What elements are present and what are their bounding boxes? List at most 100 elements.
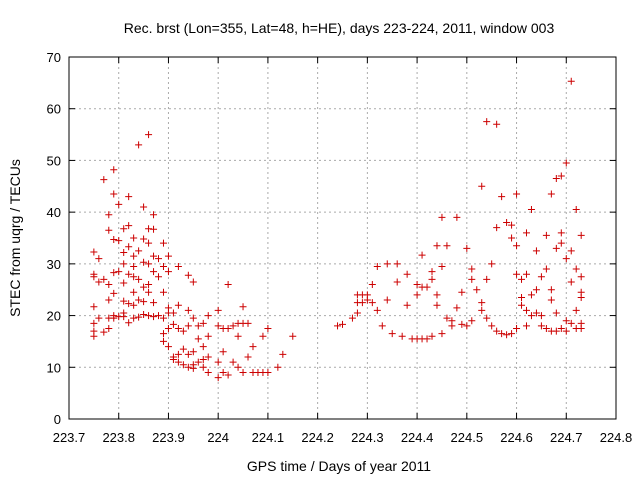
data-point (150, 225, 158, 233)
data-point (105, 226, 113, 234)
data-point (234, 363, 242, 371)
data-point (120, 279, 128, 287)
data-point (125, 193, 133, 201)
data-point (264, 325, 272, 332)
data-point (145, 288, 153, 296)
data-point (498, 193, 506, 201)
data-point (145, 239, 153, 247)
data-point (145, 131, 153, 139)
data-point (518, 301, 526, 309)
data-point (289, 332, 297, 340)
data-point (100, 328, 108, 336)
data-point (189, 348, 197, 356)
data-points (90, 77, 585, 382)
data-point (378, 322, 386, 330)
data-point (120, 260, 128, 268)
data-point (522, 270, 530, 278)
data-point (135, 296, 143, 304)
data-point (110, 269, 118, 277)
x-tick-label: 223.8 (102, 430, 135, 445)
data-point (135, 313, 143, 321)
y-tick-label: 40 (47, 205, 61, 220)
data-point (140, 235, 148, 243)
data-point (189, 278, 197, 286)
y-tick-label: 70 (47, 50, 61, 65)
data-point (503, 218, 511, 226)
data-point (513, 242, 521, 250)
data-point (184, 363, 192, 371)
data-point (184, 350, 192, 358)
data-point (229, 322, 237, 330)
data-point (552, 244, 560, 252)
data-point (453, 304, 461, 312)
data-point (577, 293, 585, 301)
y-tick-label: 10 (47, 360, 61, 375)
data-point (368, 299, 376, 307)
data-point (433, 242, 441, 250)
data-point (547, 190, 555, 198)
data-point (403, 301, 411, 309)
data-point (468, 265, 476, 273)
data-point (239, 303, 247, 311)
data-point (174, 358, 182, 366)
data-point (513, 325, 521, 332)
y-tick-label: 50 (47, 153, 61, 168)
data-point (110, 289, 118, 297)
y-axis-label: STEC from uqrg / TECUs (7, 159, 23, 317)
data-point (115, 200, 123, 208)
data-point (418, 251, 426, 259)
data-point (224, 325, 232, 332)
data-point (473, 286, 481, 294)
data-point (522, 229, 530, 237)
plot-frame (68, 56, 617, 420)
data-point (438, 262, 446, 270)
data-point (135, 275, 143, 283)
x-axis-label: GPS time / Days of year 2011 (247, 458, 431, 474)
x-tick-label: 224 (207, 430, 229, 445)
data-point (100, 275, 108, 283)
data-point (542, 265, 550, 273)
data-point (458, 288, 466, 296)
data-point (140, 203, 148, 211)
data-point (483, 275, 491, 283)
y-tick-label: 30 (47, 257, 61, 272)
data-point (398, 332, 406, 340)
data-point (145, 312, 153, 320)
data-point (572, 306, 580, 314)
data-point (174, 325, 182, 332)
data-point (130, 314, 138, 322)
data-point (572, 265, 580, 273)
x-tick-label: 224.8 (600, 430, 633, 445)
data-point (478, 299, 486, 307)
data-point (90, 273, 98, 281)
data-point (155, 273, 163, 281)
data-point (194, 358, 202, 366)
data-point (542, 325, 550, 332)
data-point (373, 262, 381, 270)
data-point (105, 325, 113, 332)
x-tick-label: 224.1 (252, 430, 285, 445)
data-point (159, 337, 167, 345)
y-tick-label: 0 (54, 412, 61, 427)
data-point (423, 335, 431, 343)
data-point (493, 327, 501, 335)
data-point (125, 222, 133, 230)
x-tick-label: 224.7 (550, 430, 583, 445)
data-point (358, 299, 366, 307)
data-point (522, 322, 530, 330)
data-point (513, 270, 521, 278)
data-point (438, 213, 446, 221)
data-point (130, 301, 138, 309)
data-point (438, 330, 446, 338)
data-point (140, 283, 148, 291)
data-point (463, 322, 471, 330)
data-point (214, 322, 222, 330)
data-point (204, 312, 212, 320)
data-point (532, 309, 540, 317)
data-point (159, 239, 167, 247)
data-point (567, 77, 575, 85)
data-point (518, 275, 526, 283)
x-tick-label: 224.3 (351, 430, 384, 445)
data-point (110, 236, 118, 244)
data-point (527, 312, 535, 320)
